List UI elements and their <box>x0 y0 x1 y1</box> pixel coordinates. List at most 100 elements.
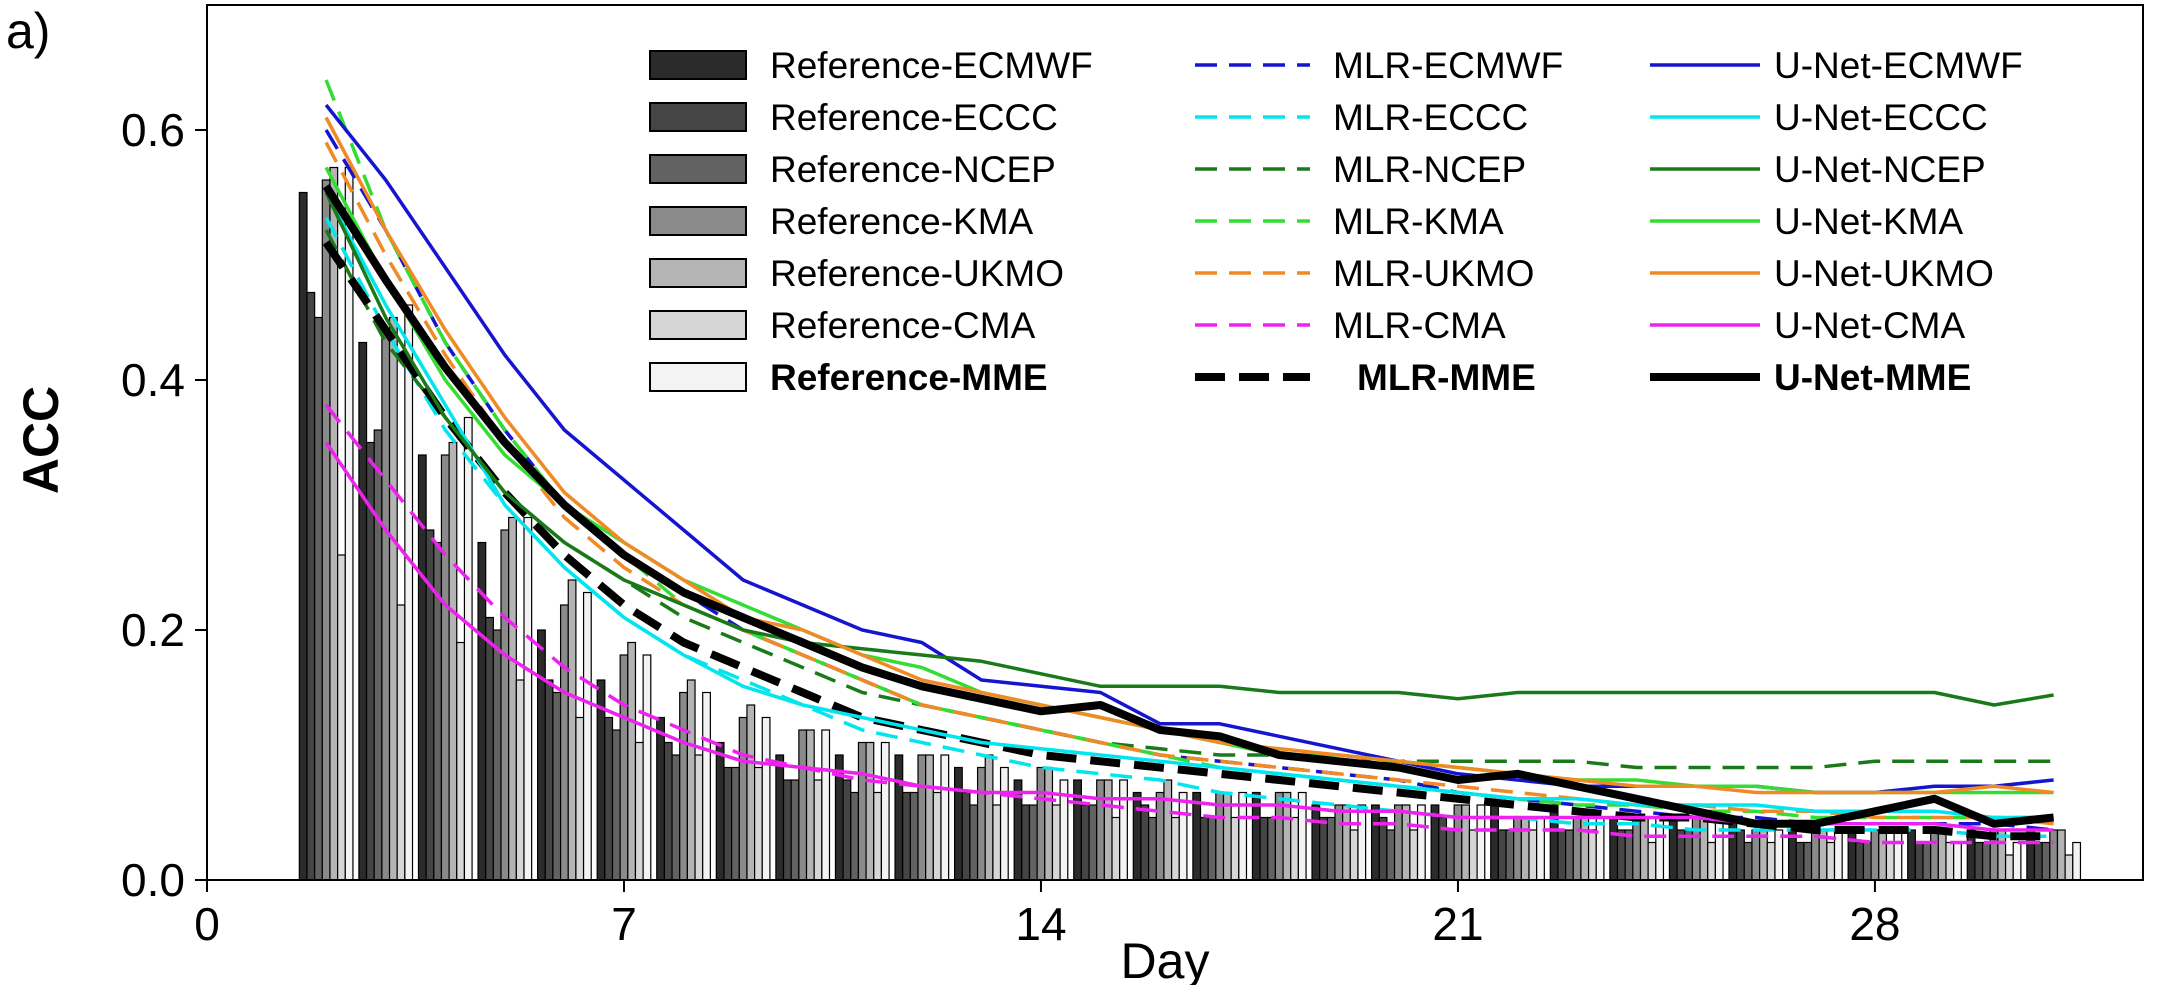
bar-reference-ncep-day-16 <box>1148 816 1157 881</box>
bar-reference-mme-day-15 <box>1119 779 1128 881</box>
bar-reference-cma-day-27 <box>1826 841 1836 881</box>
bar-reference-kma-day-25 <box>1691 816 1701 881</box>
bar-reference-ukmo-day-15 <box>1103 779 1113 881</box>
bar-reference-ncep-day-2 <box>314 316 323 881</box>
bar-reference-eccc-day-18 <box>1259 816 1269 881</box>
bar-reference-kma-day-14 <box>1036 766 1046 881</box>
bar-reference-eccc-day-17 <box>1199 816 1209 881</box>
bar-reference-ncep-day-11 <box>850 791 860 881</box>
bar-reference-ecmwf-day-12 <box>894 754 904 881</box>
axes-layer: 0 7 14 21 28 0.0 0.2 0.4 0.6 <box>121 104 1900 950</box>
bar-reference-cma-day-24 <box>1647 841 1657 881</box>
bar-reference-ncep-day-15 <box>1088 804 1098 881</box>
bar-reference-kma-day-22 <box>1513 816 1522 881</box>
bar-reference-ncep-day-5 <box>492 629 502 881</box>
x-tick-label-7: 7 <box>611 898 637 950</box>
bar-reference-kma-day-23 <box>1572 816 1582 881</box>
bar-reference-ukmo-day-31 <box>2056 829 2066 881</box>
bar-reference-cma-day-16 <box>1170 816 1180 881</box>
bar-reference-cma-day-23 <box>1587 829 1597 881</box>
legend-label-mlr-ncep: MLR-NCEP <box>1333 149 1526 190</box>
bar-reference-mme-day-5 <box>523 516 533 881</box>
bar-reference-ncep-day-18 <box>1267 816 1277 881</box>
bar-reference-ecmwf-day-19 <box>1311 804 1321 881</box>
bar-reference-cma-day-2 <box>337 554 346 881</box>
legend-label-u-net-kma: U-Net-KMA <box>1774 201 1963 242</box>
bar-reference-ecmwf-day-17 <box>1192 791 1202 881</box>
bar-reference-cma-day-6 <box>575 716 585 881</box>
bar-reference-ukmo-day-25 <box>1699 816 1709 881</box>
bar-reference-kma-day-13 <box>976 766 986 881</box>
bar-reference-ukmo-day-23 <box>1580 816 1590 881</box>
bar-reference-mme-day-29 <box>1953 841 1962 881</box>
bar-reference-kma-day-16 <box>1155 791 1165 881</box>
bar-reference-kma-day-7 <box>619 654 629 881</box>
bar-reference-kma-day-10 <box>798 729 808 881</box>
legend-label-reference-cma: Reference-CMA <box>770 305 1036 346</box>
bar-reference-ukmo-day-7 <box>627 641 637 881</box>
legend-swatch-reference-ecmwf <box>649 50 747 80</box>
bar-reference-ncep-day-28 <box>1862 841 1872 881</box>
bar-reference-kma-day-29 <box>1930 829 1939 881</box>
bar-series-reference-eccc <box>306 291 2043 881</box>
bar-reference-ukmo-day-5 <box>508 516 517 881</box>
bar-reference-ncep-day-29 <box>1922 841 1932 881</box>
bar-reference-cma-day-25 <box>1707 841 1716 881</box>
legend-label-mlr-ecmwf: MLR-ECMWF <box>1333 45 1563 86</box>
bar-reference-ncep-day-10 <box>790 779 800 881</box>
legend-swatch-reference-eccc <box>649 102 747 132</box>
bar-reference-ecmwf-day-4 <box>417 454 427 881</box>
bar-reference-mme-day-6 <box>582 591 592 881</box>
bar-reference-mme-day-11 <box>880 741 890 881</box>
bar-reference-eccc-day-20 <box>1378 816 1388 881</box>
bar-reference-ukmo-day-3 <box>388 316 398 881</box>
bar-reference-eccc-day-22 <box>1497 829 1507 881</box>
bar-reference-ecmwf-day-13 <box>953 766 963 881</box>
x-tick-label-14: 14 <box>1015 898 1066 950</box>
bar-reference-ecmwf-day-29 <box>1907 829 1916 881</box>
bar-reference-kma-day-6 <box>559 604 569 881</box>
bar-reference-mme-day-20 <box>1416 804 1426 881</box>
bar-reference-ncep-day-20 <box>1386 829 1396 881</box>
bar-reference-ukmo-day-10 <box>805 729 815 881</box>
bar-reference-ukmo-day-8 <box>686 679 696 881</box>
bar-reference-ncep-day-14 <box>1028 804 1038 881</box>
bar-reference-cma-day-9 <box>754 766 763 881</box>
legend-label-mlr-mme: MLR-MME <box>1357 357 1536 398</box>
bar-reference-kma-day-19 <box>1334 804 1344 881</box>
panel-label: a) <box>6 3 50 59</box>
x-tick-label-21: 21 <box>1432 898 1483 950</box>
bar-reference-kma-day-31 <box>2049 829 2059 881</box>
bar-reference-ukmo-day-28 <box>1878 829 1888 881</box>
legend-label-reference-ecmwf: Reference-ECMWF <box>770 45 1093 86</box>
bar-reference-ukmo-day-9 <box>746 704 756 881</box>
bar-reference-mme-day-23 <box>1595 816 1605 881</box>
bar-reference-mme-day-31 <box>2072 841 2082 881</box>
bar-reference-ncep-day-12 <box>909 791 919 881</box>
legend-swatch-reference-ncep <box>649 154 747 184</box>
line-u-net-eccc <box>324 191 2054 820</box>
bar-reference-cma-day-19 <box>1349 829 1359 881</box>
legend-label-reference-kma: Reference-KMA <box>770 201 1034 242</box>
bar-reference-cma-day-15 <box>1111 816 1121 881</box>
bar-reference-mme-day-12 <box>940 754 950 881</box>
bar-reference-ukmo-day-12 <box>925 754 934 881</box>
lines-layer <box>322 79 2055 845</box>
bar-reference-kma-day-28 <box>1870 829 1880 881</box>
legend-label-u-net-ncep: U-Net-NCEP <box>1774 149 1986 190</box>
bar-reference-ncep-day-19 <box>1326 816 1336 881</box>
bar-reference-cma-day-18 <box>1290 816 1299 881</box>
bar-reference-ecmwf-day-24 <box>1609 816 1619 881</box>
bar-reference-cma-day-4 <box>456 641 466 881</box>
legend-label-mlr-eccc: MLR-ECCC <box>1333 97 1528 138</box>
bar-reference-eccc-day-27 <box>1795 841 1805 881</box>
bar-reference-ecmwf-day-28 <box>1847 829 1857 881</box>
y-tick-label-0: 0.0 <box>121 854 185 906</box>
legend-label-mlr-ukmo: MLR-UKMO <box>1333 253 1534 294</box>
bar-reference-ncep-day-31 <box>2041 841 2051 881</box>
bar-reference-ukmo-day-24 <box>1639 816 1649 881</box>
bar-reference-cma-day-11 <box>873 791 883 881</box>
legend-label-reference-ukmo: Reference-UKMO <box>770 253 1064 294</box>
bar-reference-ukmo-day-16 <box>1163 779 1173 881</box>
bar-reference-cma-day-10 <box>813 779 823 881</box>
